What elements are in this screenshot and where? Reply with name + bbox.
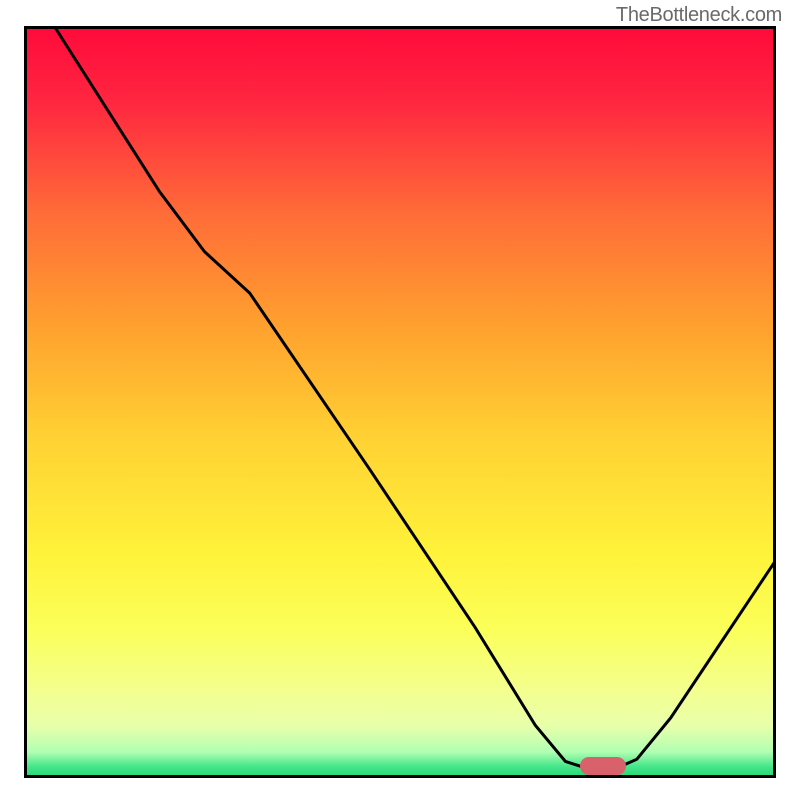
bottleneck-curve [24, 26, 776, 778]
optimal-range-marker [580, 757, 627, 775]
watermark-text: TheBottleneck.com [616, 4, 782, 27]
bottleneck-chart [24, 26, 776, 778]
